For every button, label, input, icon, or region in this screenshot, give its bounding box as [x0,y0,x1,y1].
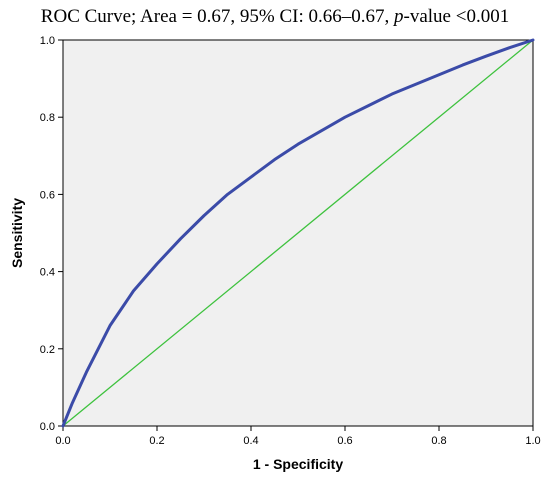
y-tick-label: 0.4 [40,267,55,279]
roc-curve-line [61,38,535,428]
x-tick-label: 0.0 [55,435,70,447]
x-tick-label: 0.6 [337,435,352,447]
chart-title-p-symbol: p [394,6,404,27]
chart-title-suffix: -value <0.001 [403,6,510,27]
y-tick-label: 1.0 [40,35,55,47]
chart-title: ROC Curve; Area = 0.67, 95% CI: 0.66–0.6… [0,6,550,28]
y-tick-label: 0.2 [40,344,55,356]
y-tick-label: 0.6 [40,189,55,201]
y-axis: 0.0 0.2 0.4 0.6 0.8 1.0 [40,35,63,433]
x-axis: 0.0 0.2 0.4 0.6 0.8 1.0 [55,426,541,447]
x-tick-label: 0.2 [149,435,164,447]
reference-diagonal-line [62,39,534,427]
y-axis-title: Sensitivity [9,198,25,268]
chart-title-prefix: ROC Curve; Area = 0.67, 95% CI: 0.66–0.6… [40,6,395,27]
y-tick-label: 0.8 [40,112,55,124]
x-tick-label: 1.0 [525,435,540,447]
x-tick-label: 0.8 [431,435,446,447]
x-tick-label: 0.4 [243,435,258,447]
series-layer [61,38,535,428]
y-tick-label: 0.0 [40,421,55,433]
x-axis-title: 1 - Specificity [253,456,343,472]
